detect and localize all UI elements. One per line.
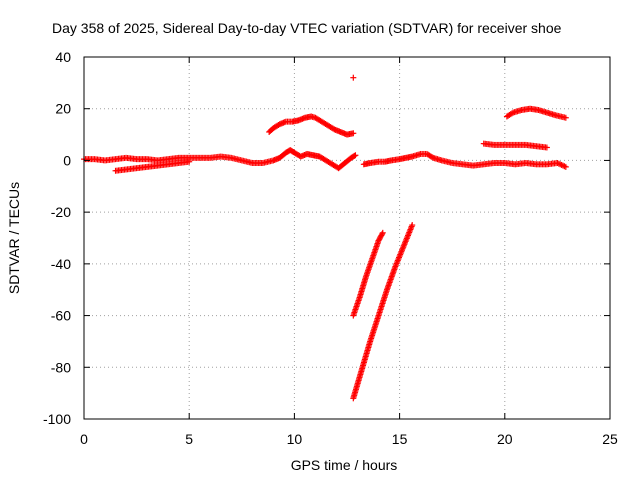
- y-tick-label: 0: [63, 152, 71, 168]
- x-tick-label: 5: [185, 431, 193, 447]
- data-series: [81, 147, 359, 172]
- data-point: [562, 163, 569, 170]
- y-tick-label: 20: [55, 101, 71, 117]
- data-point: [350, 74, 357, 81]
- data-point: [379, 231, 386, 238]
- x-tick-label: 15: [392, 431, 408, 447]
- y-tick-label: -20: [51, 204, 71, 220]
- grid-lines: [84, 57, 610, 419]
- x-tick-label: 25: [602, 431, 618, 447]
- data-point: [508, 110, 515, 117]
- data-series: [266, 113, 357, 138]
- data-series: [350, 229, 386, 319]
- data-series: [350, 74, 357, 81]
- data-point: [562, 114, 569, 121]
- data-point: [351, 152, 358, 159]
- y-tick-label: -60: [51, 308, 71, 324]
- data-point: [409, 222, 416, 229]
- data-point: [429, 154, 436, 161]
- plot-frame: [83, 56, 611, 420]
- data-series: [360, 150, 569, 170]
- x-tick-label: 20: [497, 431, 513, 447]
- x-axis-ticks: 0 5 10 15 20 25: [80, 57, 618, 447]
- data-point: [543, 144, 550, 151]
- y-tick-label: -80: [51, 359, 71, 375]
- x-tick-label: 10: [287, 431, 303, 447]
- y-axis-ticks: -100 -80 -60 -40 -20 0 20 40: [43, 49, 610, 427]
- y-tick-label: 40: [55, 49, 71, 65]
- data-point: [352, 152, 359, 159]
- y-tick-label: -40: [51, 256, 71, 272]
- x-tick-label: 0: [80, 431, 88, 447]
- data-series: [503, 105, 569, 121]
- data-series: [350, 222, 416, 402]
- x-axis-label: GPS time / hours: [291, 457, 398, 473]
- data-series: [480, 140, 550, 151]
- chart-title: Day 358 of 2025, Sidereal Day-to-day VTE…: [52, 20, 562, 36]
- data-series: [112, 158, 193, 174]
- data-point: [350, 130, 357, 137]
- y-tick-label: -100: [43, 411, 71, 427]
- data-point: [379, 229, 386, 236]
- data-marks: [81, 74, 569, 402]
- y-axis-label: SDTVAR / TECUs: [6, 182, 22, 294]
- data-point: [186, 158, 193, 165]
